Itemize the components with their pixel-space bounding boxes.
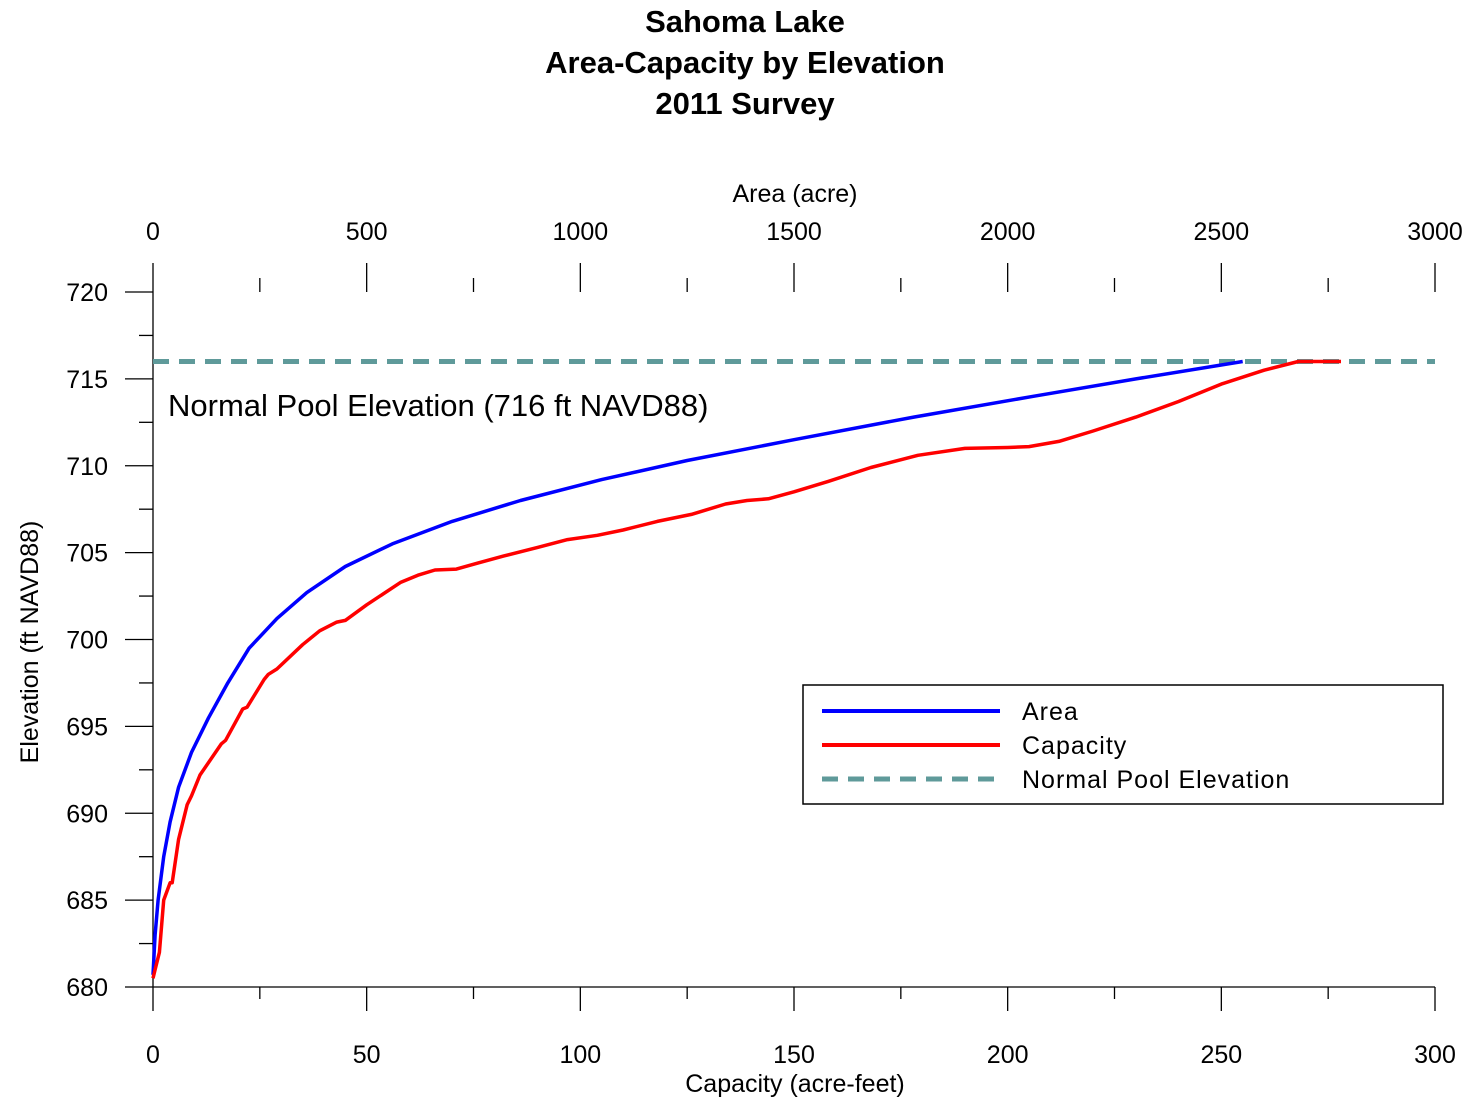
top-tick-label: 1500 [766,218,822,246]
y-tick-label: 700 [66,627,108,655]
legend-label-capacity: Capacity [1022,732,1127,760]
top-tick-label: 0 [146,218,160,246]
top-tick-label: 2500 [1194,218,1250,246]
normal-pool-annotation: Normal Pool Elevation (716 ft NAVD88) [168,388,708,423]
chart-title-line-2: Area-Capacity by Elevation [545,45,945,80]
y-tick-label: 720 [66,279,108,307]
chart-title-line-3: 2011 Survey [655,86,835,121]
y-tick-label: 710 [66,453,108,481]
y-tick-label: 685 [66,887,108,915]
chart-title-line-1: Sahoma Lake [645,4,845,39]
top-axis-label: Area (acre) [732,180,857,208]
bottom-tick-label: 0 [146,1041,160,1069]
bottom-tick-label: 150 [773,1041,815,1069]
top-tick-label: 1000 [553,218,609,246]
y-tick-label: 695 [66,713,108,741]
series-lines [151,359,1341,979]
y-tick-label: 680 [66,974,108,1002]
bottom-tick-label: 300 [1414,1041,1456,1069]
y-tick-label: 705 [66,540,108,568]
legend-label-normal-pool: Normal Pool Elevation [1022,766,1290,794]
y-axis-label: Elevation (ft NAVD88) [16,521,44,764]
top-tick-label: 500 [346,218,388,246]
bottom-tick-label: 50 [353,1041,381,1069]
bottom-tick-label: 100 [559,1041,601,1069]
bottom-tick-label: 200 [987,1041,1029,1069]
y-tick-label: 690 [66,800,108,828]
top-tick-label: 2000 [980,218,1036,246]
legend: Area Capacity Normal Pool Elevation [802,684,1444,805]
legend-label-area: Area [1022,698,1079,726]
y-tick-label: 715 [66,366,108,394]
bottom-tick-label: 250 [1200,1041,1242,1069]
axes: 0 50 100 150 200 250 3000 500 1000 1500 2000 2500 30… [66,218,1463,1069]
top-tick-label: 3000 [1407,218,1463,246]
series-line-capacity [151,359,1341,979]
series-line-area [151,359,1243,975]
bottom-axis-label: Capacity (acre-feet) [685,1070,905,1098]
